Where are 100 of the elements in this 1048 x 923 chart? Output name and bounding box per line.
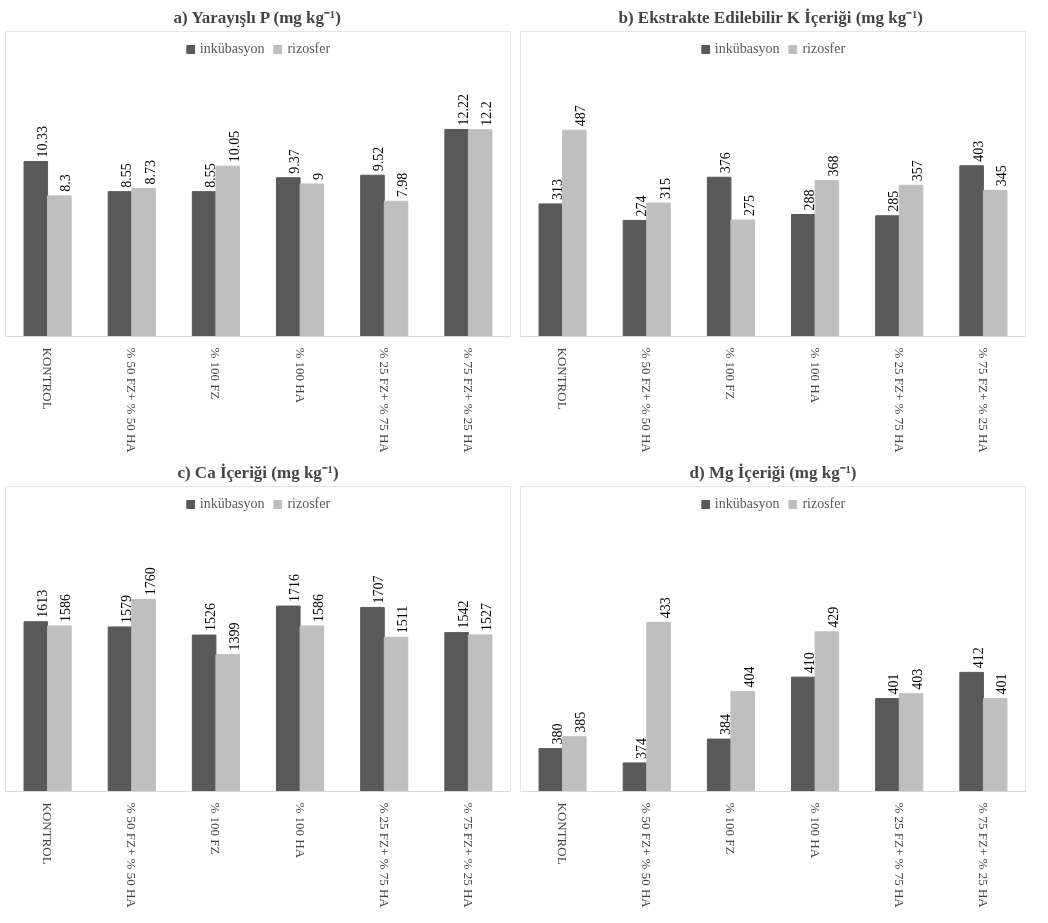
data-label: 1527: [479, 602, 495, 631]
data-label: 275: [741, 195, 757, 217]
chart-title: d) Mg İçeriği (mg kg⁻¹): [689, 462, 857, 482]
data-label: 1511: [395, 605, 411, 634]
x-tick-label: % 25 FZ+ % 75 HA: [891, 802, 907, 909]
x-tick-label: KONTROL: [555, 802, 571, 865]
x-tick-label: % 100 FZ: [723, 802, 739, 855]
x-tick-label: % 100 FZ: [208, 347, 224, 400]
bar: [191, 191, 217, 337]
data-label: 385: [573, 711, 589, 733]
data-label: 376: [718, 152, 734, 174]
data-label: 10.05: [226, 130, 242, 163]
data-label: 7.98: [395, 172, 411, 198]
bar: [706, 176, 732, 337]
data-label: 433: [657, 597, 673, 619]
data-label: 1586: [310, 593, 326, 622]
bar: [538, 203, 564, 337]
data-label: 374: [633, 737, 649, 759]
bar: [875, 215, 900, 337]
bar: [23, 160, 49, 337]
x-tick-label: % 100 HA: [807, 802, 823, 859]
data-label: 9.37: [287, 149, 303, 174]
chart-title: b) Ekstrakte Edilebilir K İçeriği (mg kg⁻¹): [618, 7, 923, 27]
data-label: 9: [310, 173, 326, 180]
x-tick-label: KONTROL: [555, 347, 571, 410]
data-label: 8.55: [203, 163, 219, 188]
bar: [131, 188, 156, 337]
legend-label: rizosfer: [802, 496, 846, 512]
data-label: 8.3: [58, 174, 74, 192]
data-label: 10.33: [34, 125, 50, 158]
data-label: 345: [994, 165, 1010, 187]
bar: [360, 174, 385, 337]
bar: [646, 202, 671, 337]
legend-label: inkübasyon: [199, 496, 265, 512]
data-label: 403: [970, 140, 986, 162]
legend-label: inkübasyon: [714, 41, 780, 57]
data-label: 410: [802, 652, 818, 674]
bar: [215, 165, 240, 337]
data-label: 288: [802, 189, 818, 211]
data-label: 1716: [287, 574, 303, 603]
data-label: 357: [910, 160, 926, 182]
data-label: 403: [910, 668, 926, 690]
data-label: 313: [549, 178, 565, 200]
x-tick-label: % 100 FZ: [208, 802, 224, 855]
data-label: 1586: [58, 593, 74, 622]
data-label: 8.55: [118, 163, 134, 188]
x-tick-label: % 75 FZ+ % 25 HA: [460, 802, 476, 909]
legend-label: inkübasyon: [714, 496, 780, 512]
legend-label: inkübasyon: [199, 41, 265, 57]
data-label: 401: [886, 673, 902, 695]
data-label: 1760: [142, 567, 158, 596]
data-label: 12.22: [455, 93, 471, 126]
bar: [107, 191, 133, 337]
legend-label: rizosfer: [287, 41, 331, 57]
x-tick-label: % 25 FZ+ % 75 HA: [891, 347, 907, 454]
bar: [467, 129, 493, 337]
bar: [47, 195, 72, 337]
data-label: 1707: [371, 575, 387, 604]
data-label: 285: [886, 190, 902, 212]
chart-title: c) Ca İçeriği (mg kg⁻¹): [177, 462, 339, 482]
x-tick-label: % 25 FZ+ % 75 HA: [376, 802, 392, 909]
data-label: 1613: [34, 589, 50, 618]
data-label: 1399: [226, 622, 242, 651]
data-label: 274: [633, 195, 649, 217]
data-label: 429: [825, 606, 841, 628]
x-tick-label: % 50 FZ+ % 50 HA: [124, 347, 140, 454]
x-tick-label: KONTROL: [40, 802, 56, 865]
chart-title: a) Yarayışlı P (mg kg⁻¹): [173, 7, 341, 27]
data-label: 401: [994, 673, 1010, 695]
data-label: 12.2: [479, 101, 495, 126]
data-label: 315: [657, 178, 673, 200]
data-label: 384: [718, 714, 734, 736]
legend-label: rizosfer: [802, 41, 846, 57]
x-tick-label: % 100 HA: [292, 347, 308, 404]
bar: [730, 219, 755, 337]
data-label: 8.73: [142, 160, 158, 185]
x-tick-label: % 50 FZ+ % 50 HA: [124, 802, 140, 909]
bar: [383, 200, 409, 337]
data-label: 1579: [118, 594, 134, 623]
bar: [898, 184, 924, 337]
data-label: 380: [549, 723, 565, 745]
bar: [299, 183, 325, 337]
bar: [959, 165, 984, 337]
x-tick-label: % 50 FZ+ % 50 HA: [639, 347, 655, 454]
x-tick-label: % 100 HA: [292, 802, 308, 859]
bar: [562, 129, 587, 337]
x-tick-label: % 25 FZ+ % 75 HA: [376, 347, 392, 454]
data-label: 368: [825, 155, 841, 177]
x-tick-label: % 100 HA: [807, 347, 823, 404]
data-label: 404: [741, 666, 757, 688]
data-label: 9.52: [371, 146, 387, 172]
bar: [622, 219, 648, 337]
x-tick-label: % 75 FZ+ % 25 HA: [975, 802, 991, 909]
bar: [791, 214, 816, 337]
x-tick-label: % 75 FZ+ % 25 HA: [460, 347, 476, 454]
bar: [814, 180, 840, 337]
data-label: 412: [970, 647, 986, 669]
data-label: 487: [573, 105, 589, 127]
bar: [444, 128, 469, 337]
x-tick-label: KONTROL: [40, 347, 56, 410]
